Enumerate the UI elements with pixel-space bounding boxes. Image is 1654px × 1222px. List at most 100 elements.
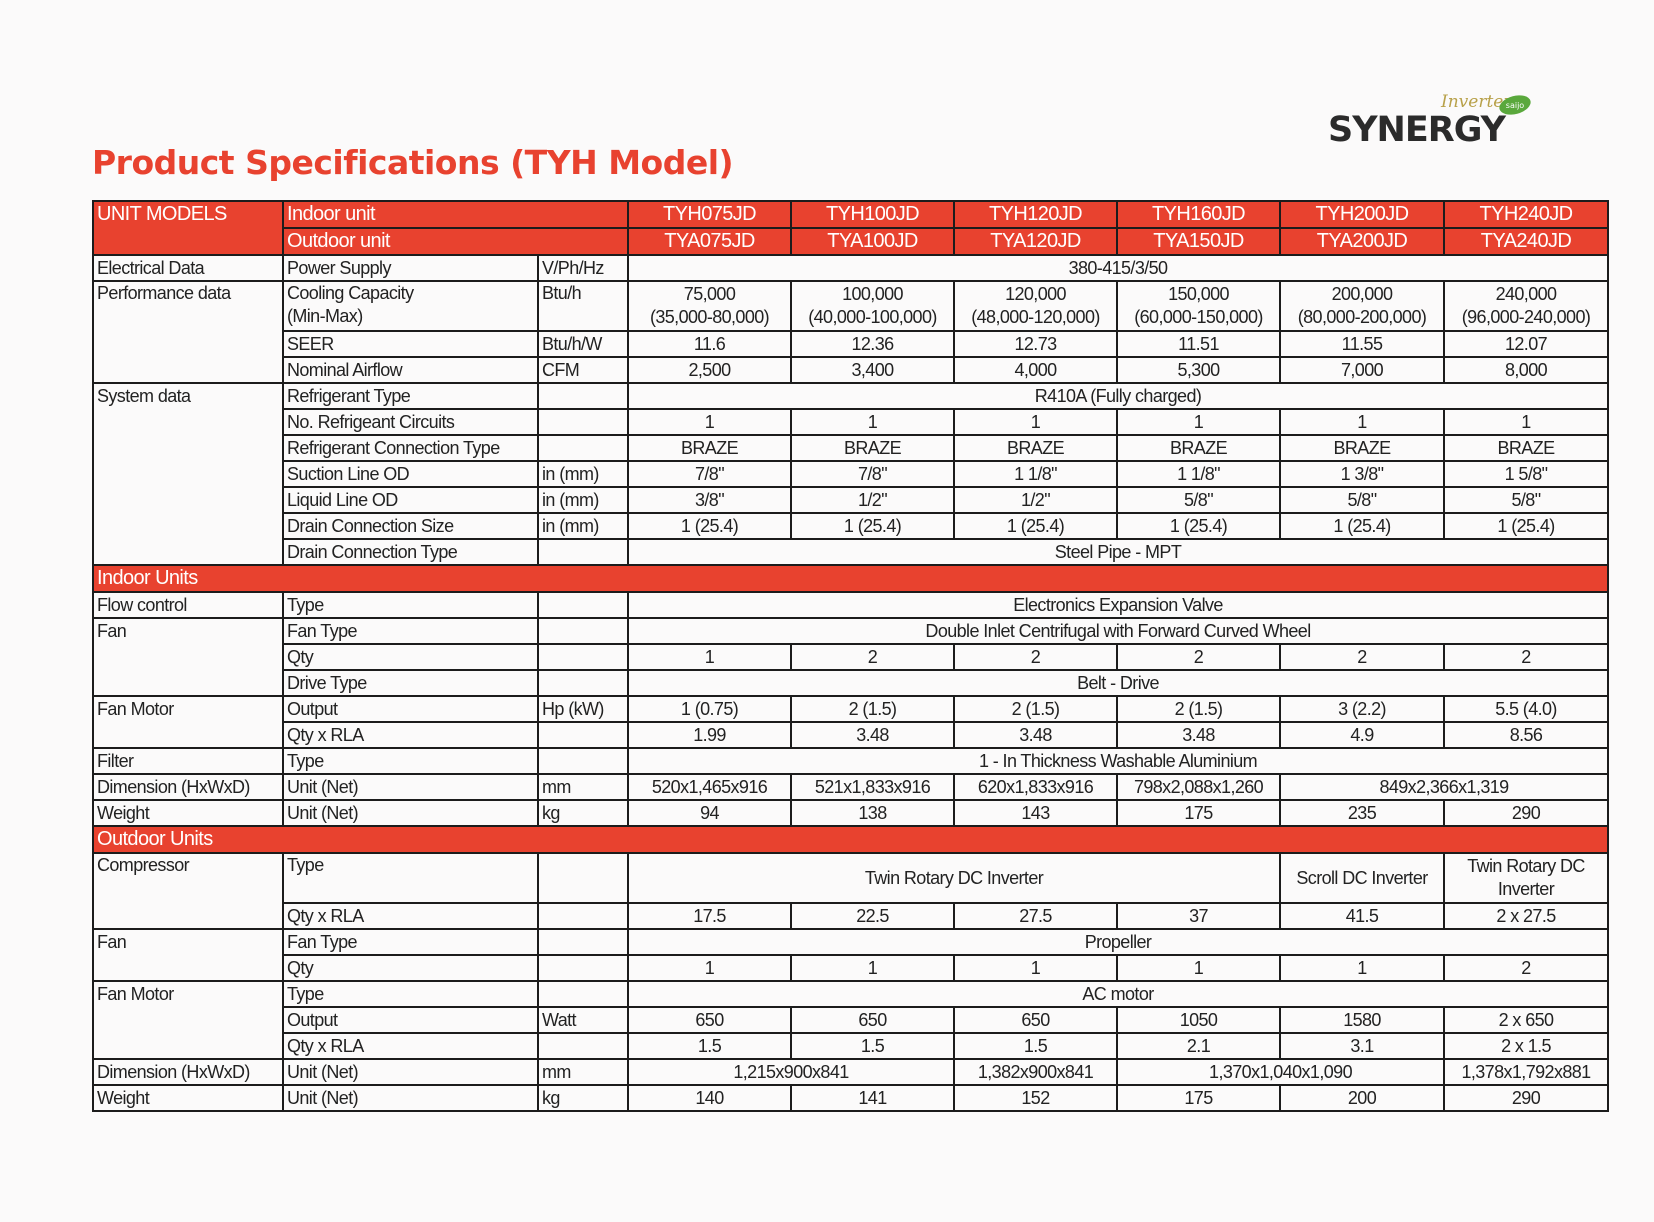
value-cell: 138 [790,799,956,827]
value-cell: 1 (25.4) [1116,512,1282,540]
value-cell: BRAZE [1443,434,1610,462]
outdoor-model: TYA150JD [1116,227,1282,256]
param-label: No. Refrigeant Circuits [282,408,539,436]
value-cell: BRAZE [627,434,793,462]
table-row: Fan Fan Type Double Inlet Centrifugal wi… [92,617,1610,697]
unit-cell: kg [536,1084,630,1112]
value-cell: 1 (25.4) [790,512,956,540]
unit-cell [536,669,630,697]
value-cell: 120,000 (48,000-120,000) [953,280,1119,332]
table-row: Suction Line OD in (mm) 7/8" 7/8" 1 1/8"… [93,460,1610,488]
unit-cell: kg [536,799,630,827]
value-cell: 1 - In Thickness Washable Aluminium [627,747,1610,775]
unit-cell: CFM [536,356,630,384]
value-cell: 1 1/8" [1116,460,1282,488]
leaf-badge-icon: saijo [1499,95,1531,115]
value-cell: 1.5 [627,1032,793,1060]
param-label: Type [282,747,539,775]
value-cell: 2.1 [1116,1032,1282,1060]
value-cell: 27.5 [953,902,1119,930]
value-cell: 200 [1279,1084,1446,1112]
value-cell: 1 (0.75) [627,695,793,723]
value-cell: 5/8" [1116,486,1282,514]
value-cell: 2 x 1.5 [1443,1032,1610,1060]
value-cell: 1 [1116,954,1282,982]
category-cell: Flow control [92,591,284,619]
value-cell: 3,400 [790,356,956,384]
category-cell: Filter [92,747,284,775]
table-row: SEER Btu/h/W 11.6 12.36 12.73 11.51 11.5… [93,330,1610,358]
param-label: Refrigerant Type [282,382,539,410]
table-row: No. Refrigeant Circuits 1 1 1 1 1 1 [93,408,1610,436]
unit-cell [536,954,630,982]
unit-cell: Watt [536,1006,630,1034]
unit-cell: Hp (kW) [536,695,630,723]
value-cell: 2,500 [627,356,793,384]
value-cell: Twin Rotary DC Inverter [627,852,1282,904]
value-cell: 240,000 (96,000-240,000) [1443,280,1610,332]
table-row: Dimension (HxWxD) Unit (Net) mm 520x1,46… [92,773,1610,801]
param-label: Unit (Net) [282,1084,539,1112]
value-cell: 75,000 (35,000-80,000) [627,280,793,332]
value-cell: Twin Rotary DC Inverter [1443,852,1610,904]
value-cell: 1,215x900x841 [627,1058,956,1086]
param-label: Fan Type [282,617,539,645]
value-cell: 1 [953,408,1119,436]
leaf-badge-text: saijo [1506,101,1525,110]
value-cell: 2 x 650 [1443,1006,1610,1034]
value-cell: 1 [790,954,956,982]
table-row: Electrical Data Power Supply V/Ph/Hz 380… [92,254,1610,282]
unit-models-label: UNIT MODELS [92,200,284,256]
unit-cell [536,852,630,904]
value-cell: 3.48 [1116,721,1282,749]
unit-cell: Btu/h/W [536,330,630,358]
value-cell: 8,000 [1443,356,1610,384]
value-cell: 620x1,833x916 [953,773,1119,801]
value-cell: 650 [790,1006,956,1034]
table-row: Flow control Type Electronics Expansion … [92,591,1610,619]
value-cell: 2 [953,643,1119,671]
table-row: Drive Type Belt - Drive [93,669,1610,697]
param-label: Suction Line OD [282,460,539,488]
table-row: Qty 1 2 2 2 2 2 [93,643,1610,671]
unit-cell [536,434,630,462]
unit-cell [536,980,630,1008]
value-cell: 1 (25.4) [627,512,793,540]
value-cell: 11.51 [1116,330,1282,358]
unit-cell [536,928,630,956]
table-row: Dimension (HxWxD) Unit (Net) mm 1,215x90… [92,1058,1610,1086]
value-cell: Steel Pipe - MPT [627,538,1610,566]
param-label: SEER [282,330,539,358]
param-label: Output [282,1006,539,1034]
outdoor-model: TYA120JD [953,227,1119,256]
param-label: Unit (Net) [282,799,539,827]
section-title: Indoor Units [91,564,1610,593]
value-cell: 2 [1443,643,1610,671]
param-label: Nominal Airflow [282,356,539,384]
value-cell: 1050 [1116,1006,1282,1034]
value-cell: 4,000 [953,356,1119,384]
category-cell: Fan Motor [92,980,284,1060]
value-cell: 1 [1116,408,1282,436]
value-cell: AC motor [627,980,1610,1008]
value-cell: Propeller [627,928,1610,956]
value-cell: 1 (25.4) [1279,512,1446,540]
outdoor-model: TYA240JD [1443,227,1610,256]
category-cell: System data [92,382,284,566]
value-cell: Belt - Drive [627,669,1610,697]
value-cell: 2 [1116,643,1282,671]
category-cell: Weight [92,799,284,827]
value-cell: 12.36 [790,330,956,358]
value-cell: 12.73 [953,330,1119,358]
value-cell: 1580 [1279,1006,1446,1034]
category-cell: Fan [92,928,284,982]
table-row: Filter Type 1 - In Thickness Washable Al… [92,747,1610,775]
unit-cell [536,538,630,566]
value-cell: 235 [1279,799,1446,827]
value-cell: 1 [1279,408,1446,436]
param-label: Type [282,980,539,1008]
category-cell: Weight [92,1084,284,1112]
table-row: Qty x RLA 1.5 1.5 1.5 2.1 3.1 2 x 1.5 [93,1032,1610,1060]
value-cell: 2 (1.5) [953,695,1119,723]
param-label: Unit (Net) [282,773,539,801]
